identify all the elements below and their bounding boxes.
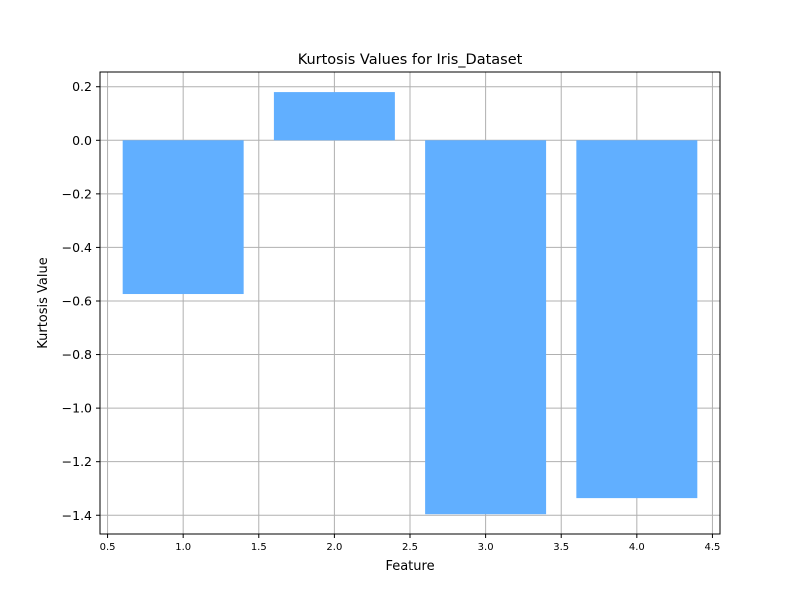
x-tick-label: 3.0 [478, 542, 494, 553]
y-tick-label: −1.4 [62, 508, 92, 523]
axes-frame [99, 71, 721, 535]
bar-feature-3 [425, 140, 547, 515]
x-tick-label: 2.5 [402, 542, 418, 553]
x-tick-label: 1.5 [251, 542, 267, 553]
y-tick-label: −0.8 [62, 347, 92, 362]
y-tick-label: −0.2 [62, 186, 92, 201]
x-tick-label: 4.5 [704, 542, 720, 553]
y-tick-label: −0.4 [62, 240, 92, 255]
y-tick-label: −1.2 [62, 454, 92, 469]
chart-title: Kurtosis Values for Iris_Dataset [298, 52, 523, 68]
y-tick-label: 0.2 [72, 79, 92, 94]
x-axis-label: Feature [385, 559, 434, 574]
y-tick-label: 0.0 [72, 133, 92, 148]
x-tick-label: 3.5 [553, 542, 569, 553]
y-tick-label: −1.0 [62, 401, 92, 416]
axes [96, 71, 721, 538]
bar-feature-4 [576, 140, 698, 499]
x-tick-label: 2.0 [326, 542, 342, 553]
x-tick-label: 1.0 [175, 542, 191, 553]
y-axis-label: Kurtosis Value [36, 257, 51, 349]
bars [122, 92, 698, 515]
x-tick-label: 0.5 [100, 542, 116, 553]
tick-labels: 0.5 1.0 1.5 2.0 2.5 3.0 3.5 4.0 4.5 0.2 0.0 −0.2 −0.… [62, 79, 721, 553]
y-tick-label: −0.6 [62, 293, 92, 308]
x-tick-label: 4.0 [629, 542, 645, 553]
bar-feature-1 [122, 140, 244, 295]
bar-feature-2 [273, 92, 395, 141]
